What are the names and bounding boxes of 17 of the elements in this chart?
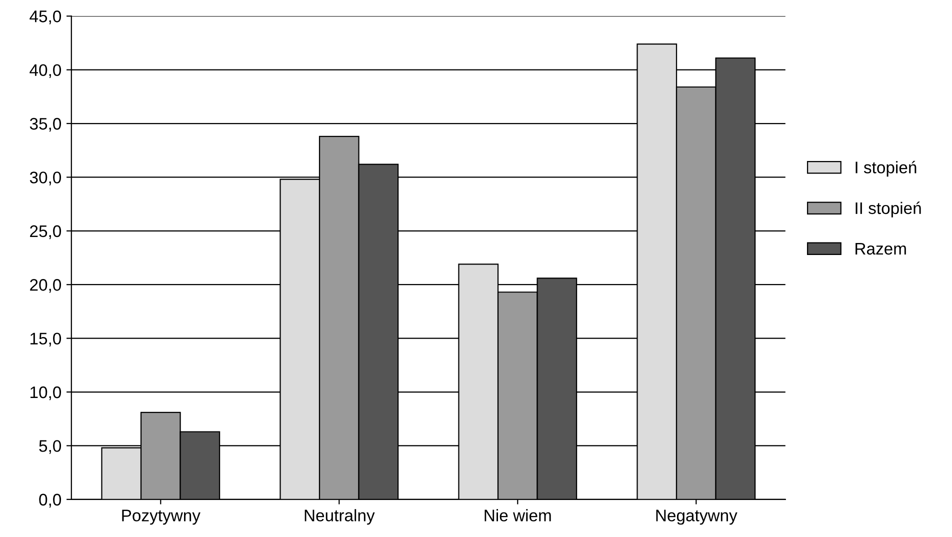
- y-tick-label: 35,0: [30, 118, 62, 132]
- y-tick-label: 25,0: [30, 225, 62, 240]
- y-tick-label: 45,0: [30, 10, 62, 24]
- y-tick-label: 40,0: [30, 64, 62, 78]
- legend-label: Razem: [856, 243, 906, 255]
- y-tick-label: 0,0: [39, 494, 62, 508]
- x-tick-label: Nie wiem: [484, 509, 551, 522]
- y-tick-label: 10,0: [30, 386, 62, 400]
- x-tick-label: Negatywny: [656, 510, 738, 525]
- y-tick-label: 20,0: [30, 279, 62, 293]
- y-tick-label: 5,0: [39, 440, 62, 454]
- x-tick-label: Neutralny: [304, 509, 375, 525]
- legend-label: II stopień: [856, 202, 921, 218]
- y-tick-label: 15,0: [30, 332, 62, 346]
- legend-label: I stopień: [856, 160, 916, 177]
- x-tick-label: Pozytywny: [122, 510, 200, 525]
- y-tick-label: 30,0: [30, 172, 62, 186]
